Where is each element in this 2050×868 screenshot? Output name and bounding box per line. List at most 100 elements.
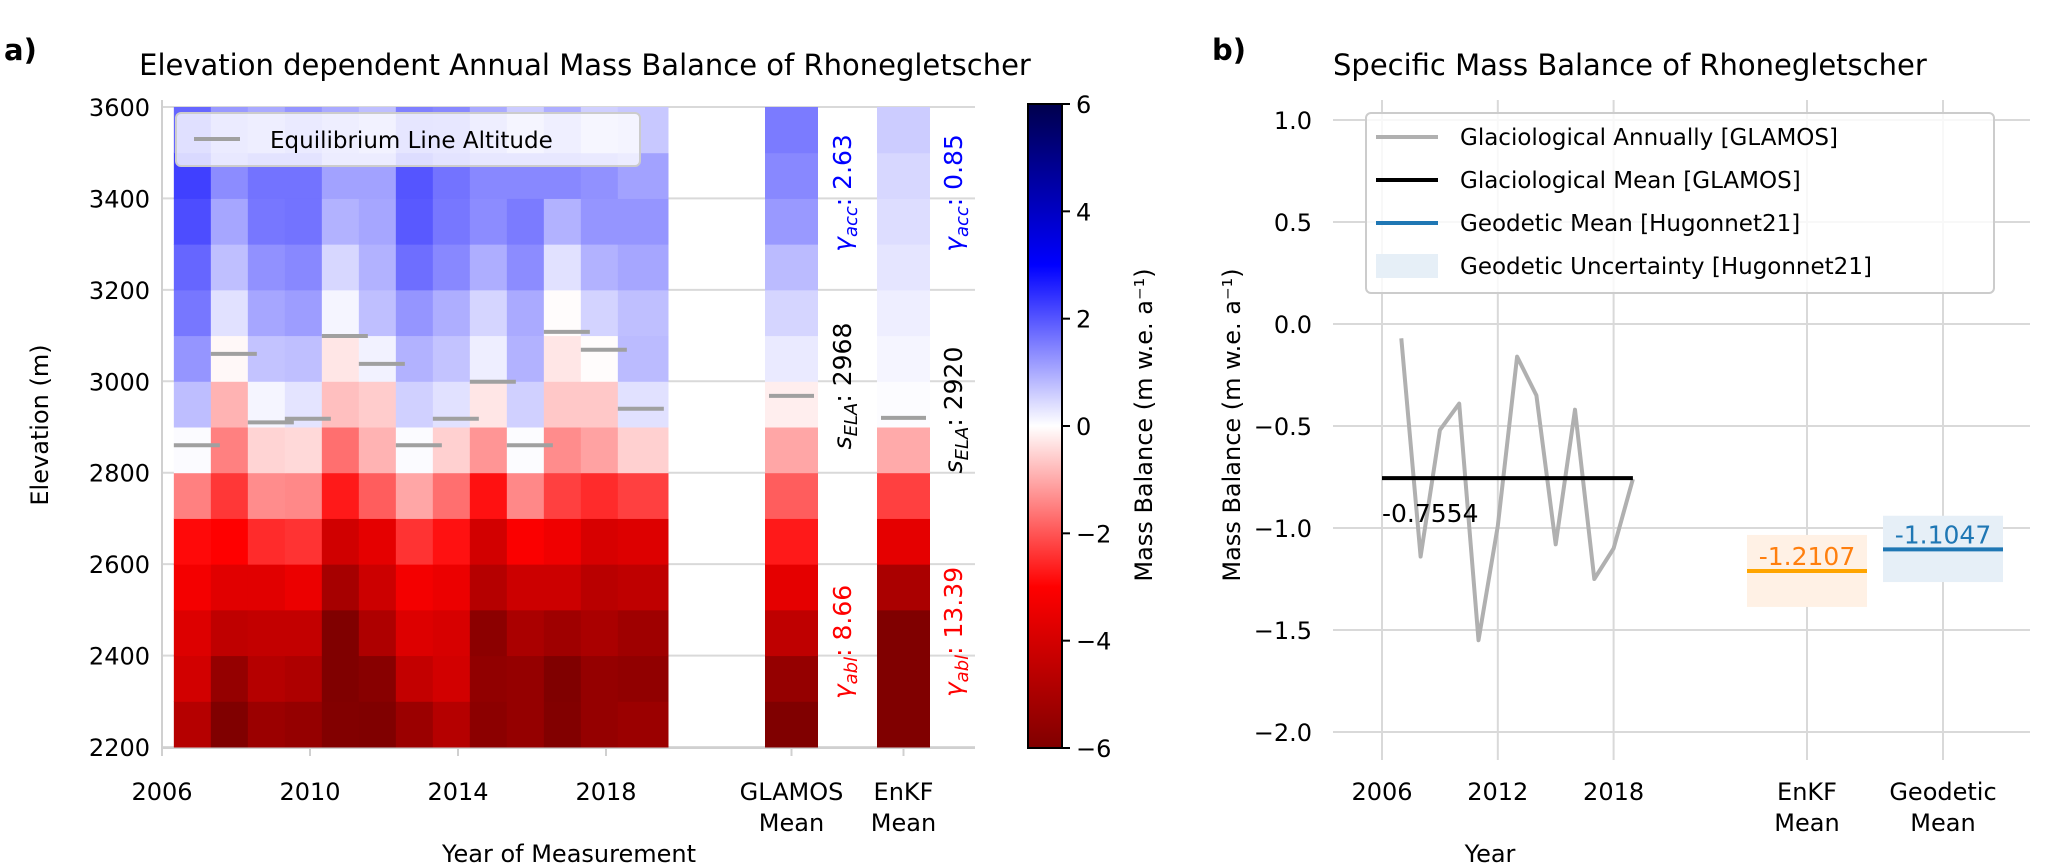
x-tick-label: EnKF	[874, 778, 934, 806]
y-tick-label: −1.5	[1254, 617, 1312, 645]
mean-column-cell	[877, 518, 930, 565]
heatmap-cell	[432, 335, 471, 382]
legend-box	[175, 112, 641, 167]
heatmap-cell	[469, 701, 508, 748]
heatmap-cell	[358, 198, 397, 245]
heatmap-cell	[284, 701, 323, 748]
y-tick-label: 0.0	[1274, 311, 1312, 339]
heatmap-cell	[247, 655, 286, 702]
x-tick-label: Mean	[759, 809, 824, 837]
heatmap-cell	[284, 564, 323, 611]
heatmap-cell	[469, 289, 508, 337]
annotation-ela: sELA: 2920	[939, 347, 973, 474]
heatmap-cell	[580, 701, 619, 748]
mean-column-cell	[877, 472, 930, 519]
heatmap-cell	[173, 472, 212, 519]
heatmap-cell	[432, 655, 471, 702]
heatmap-cell	[432, 564, 471, 611]
annotation-acc: γacc: 0.85	[939, 134, 973, 252]
heatmap-cell	[247, 472, 286, 519]
mean-column-cell	[765, 564, 818, 611]
heatmap-cell	[543, 381, 582, 428]
heatmap-cell	[469, 427, 508, 474]
heatmap-cell	[543, 289, 582, 337]
heatmap-cell	[506, 289, 545, 337]
x-tick-label: Mean	[871, 809, 936, 837]
heatmap-cell	[432, 609, 471, 657]
x-tick-label: 2006	[1351, 778, 1412, 806]
heatmap-cell	[210, 198, 249, 245]
heatmap-cell	[506, 655, 545, 702]
heatmap-cell	[321, 289, 360, 337]
legend-label: Equilibrium Line Altitude	[270, 128, 553, 154]
mean-column-cell	[877, 152, 930, 199]
mean-column-cell	[877, 609, 930, 657]
mean-column-cell	[877, 564, 930, 611]
heatmap-cell	[210, 655, 249, 702]
mean-column-cell	[765, 335, 818, 382]
heatmap-cell	[506, 198, 545, 245]
heatmap-cell	[580, 289, 619, 337]
annotation-acc: γacc: 2.63	[828, 134, 862, 252]
mean-column-cell	[765, 472, 818, 519]
legend-label: Glaciological Annually [GLAMOS]	[1460, 125, 1838, 151]
annotation-abl: γabl: 8.66	[828, 585, 862, 699]
y-tick-label: 3000	[89, 368, 150, 396]
annotation-value: : 2920	[939, 347, 968, 427]
colorbar-tick-label: −6	[1076, 735, 1111, 763]
heatmap-cell	[358, 381, 397, 428]
heatmap-cell	[543, 518, 582, 565]
heatmap-cell	[395, 335, 434, 382]
y-tick-label: −2.0	[1254, 719, 1312, 747]
mean-column-cell	[765, 381, 818, 428]
annotation-subscript: abl	[952, 655, 973, 682]
mean-column-cell	[765, 152, 818, 199]
heatmap-cell	[173, 289, 212, 337]
colorbar-tick-label: 6	[1076, 91, 1091, 119]
y-tick-label: 0.5	[1274, 209, 1312, 237]
heatmap-cell	[284, 198, 323, 245]
annotation-symbol: s	[939, 460, 968, 473]
x-tick-label: 2014	[427, 778, 488, 806]
heatmap-cell	[506, 427, 545, 474]
y-tick-label: 3200	[89, 277, 150, 305]
heatmap-cell	[210, 335, 249, 382]
colorbar-tick-label: −4	[1076, 628, 1111, 656]
heatmap-cell	[173, 518, 212, 565]
heatmap-cell	[247, 289, 286, 337]
heatmap-cell	[284, 289, 323, 337]
heatmap-cell	[321, 335, 360, 382]
heatmap-cell	[506, 472, 545, 519]
heatmap-cell	[173, 244, 212, 291]
heatmap-cell	[284, 427, 323, 474]
y-tick-label: −0.5	[1254, 413, 1312, 441]
y-tick-label: 2200	[89, 734, 150, 762]
annotation-subscript: ELA	[952, 427, 973, 461]
heatmap-cell	[395, 655, 434, 702]
x-tick-label: 2012	[1467, 778, 1528, 806]
heatmap-cell	[321, 244, 360, 291]
heatmap-cell	[210, 564, 249, 611]
heatmap-cell	[395, 609, 434, 657]
heatmap-cell	[543, 609, 582, 657]
heatmap-cell	[321, 609, 360, 657]
mean-column-cell	[765, 609, 818, 657]
heatmap-cell	[210, 289, 249, 337]
heatmap-cell	[469, 335, 508, 382]
heatmap-cell	[580, 518, 619, 565]
mean-column-cell	[877, 198, 930, 245]
mean-column-cell	[877, 107, 930, 154]
heatmap-cell	[358, 244, 397, 291]
heatmap-cell	[395, 427, 434, 474]
heatmap-cell	[506, 609, 545, 657]
legend: Equilibrium Line Altitude	[175, 112, 641, 167]
annotation-value: : 2.63	[828, 134, 857, 206]
heatmap-cell	[432, 289, 471, 337]
heatmap-cell	[617, 564, 669, 611]
heatmap-cell	[580, 381, 619, 428]
heatmap-cell	[617, 198, 669, 245]
x-tick-label: EnKF	[1777, 778, 1837, 806]
x-tick-label: 2006	[131, 778, 192, 806]
heatmap-cell	[506, 701, 545, 748]
